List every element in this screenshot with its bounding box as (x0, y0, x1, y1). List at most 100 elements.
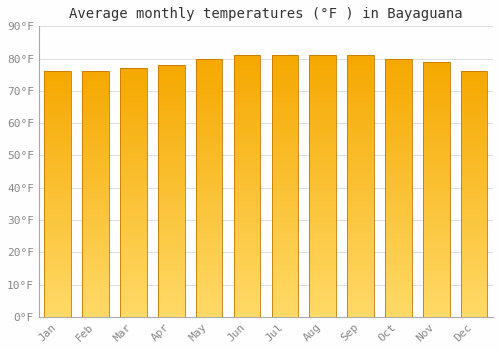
Bar (348, 147, 374, 149)
Bar (44, 169, 71, 172)
Bar (385, 92, 411, 95)
Bar (82, 307, 109, 309)
Bar (461, 263, 487, 265)
Bar (272, 147, 298, 149)
Bar (423, 253, 450, 255)
Bar (120, 208, 146, 210)
Bar (348, 107, 374, 110)
Bar (348, 186, 374, 189)
Bar (348, 304, 374, 306)
Bar (423, 276, 450, 279)
Bar (82, 182, 109, 184)
Bar (82, 108, 109, 111)
Bar (461, 224, 487, 226)
Bar (348, 293, 374, 296)
Bar (461, 125, 487, 128)
Bar (44, 253, 71, 255)
Bar (272, 191, 298, 194)
Bar (234, 249, 260, 251)
Bar (44, 300, 71, 302)
Bar (234, 220, 260, 223)
Bar (120, 247, 146, 250)
Bar (461, 120, 487, 123)
Bar (82, 312, 109, 314)
Bar (234, 142, 260, 144)
Bar (385, 107, 411, 110)
Bar (385, 110, 411, 113)
Bar (44, 292, 71, 295)
Bar (196, 232, 222, 234)
Bar (385, 182, 411, 185)
Bar (234, 191, 260, 194)
Bar (461, 182, 487, 184)
Bar (461, 187, 487, 189)
Bar (234, 84, 260, 87)
Bar (423, 72, 450, 75)
Bar (272, 293, 298, 296)
Bar (158, 266, 184, 269)
Bar (348, 76, 374, 79)
Bar (196, 71, 222, 74)
Bar (461, 290, 487, 292)
Bar (82, 258, 109, 260)
Bar (44, 111, 71, 113)
Bar (158, 226, 184, 229)
Bar (461, 116, 487, 118)
Bar (44, 304, 71, 307)
Bar (120, 274, 146, 277)
Bar (310, 199, 336, 202)
Bar (196, 278, 222, 281)
Bar (348, 181, 374, 183)
Bar (82, 241, 109, 243)
Bar (310, 283, 336, 286)
Bar (348, 82, 374, 84)
Bar (348, 199, 374, 202)
Bar (272, 55, 298, 58)
Bar (158, 131, 184, 133)
Bar (385, 232, 411, 234)
Bar (234, 113, 260, 116)
Bar (310, 74, 336, 76)
Bar (385, 304, 411, 307)
Bar (120, 68, 146, 317)
Bar (120, 105, 146, 108)
Bar (461, 133, 487, 135)
Bar (158, 113, 184, 116)
Bar (44, 219, 71, 221)
Bar (82, 184, 109, 187)
Bar (310, 118, 336, 121)
Bar (423, 103, 450, 105)
Bar (385, 252, 411, 255)
Bar (385, 90, 411, 92)
Bar (310, 301, 336, 304)
Bar (196, 84, 222, 87)
Bar (158, 218, 184, 221)
Bar (461, 312, 487, 314)
Bar (196, 229, 222, 232)
Bar (44, 164, 71, 167)
Bar (158, 163, 184, 166)
Bar (272, 162, 298, 165)
Bar (196, 224, 222, 226)
Bar (158, 183, 184, 186)
Bar (310, 79, 336, 82)
Bar (82, 116, 109, 118)
Bar (82, 106, 109, 108)
Bar (234, 202, 260, 204)
Bar (310, 293, 336, 296)
Bar (196, 133, 222, 136)
Bar (272, 142, 298, 144)
Bar (82, 236, 109, 238)
Bar (310, 228, 336, 231)
Bar (310, 176, 336, 178)
Bar (272, 280, 298, 283)
Bar (82, 304, 109, 307)
Bar (310, 204, 336, 207)
Bar (385, 95, 411, 97)
Bar (44, 130, 71, 133)
Bar (385, 100, 411, 103)
Bar (120, 135, 146, 138)
Bar (348, 121, 374, 123)
Bar (423, 238, 450, 240)
Bar (310, 102, 336, 105)
